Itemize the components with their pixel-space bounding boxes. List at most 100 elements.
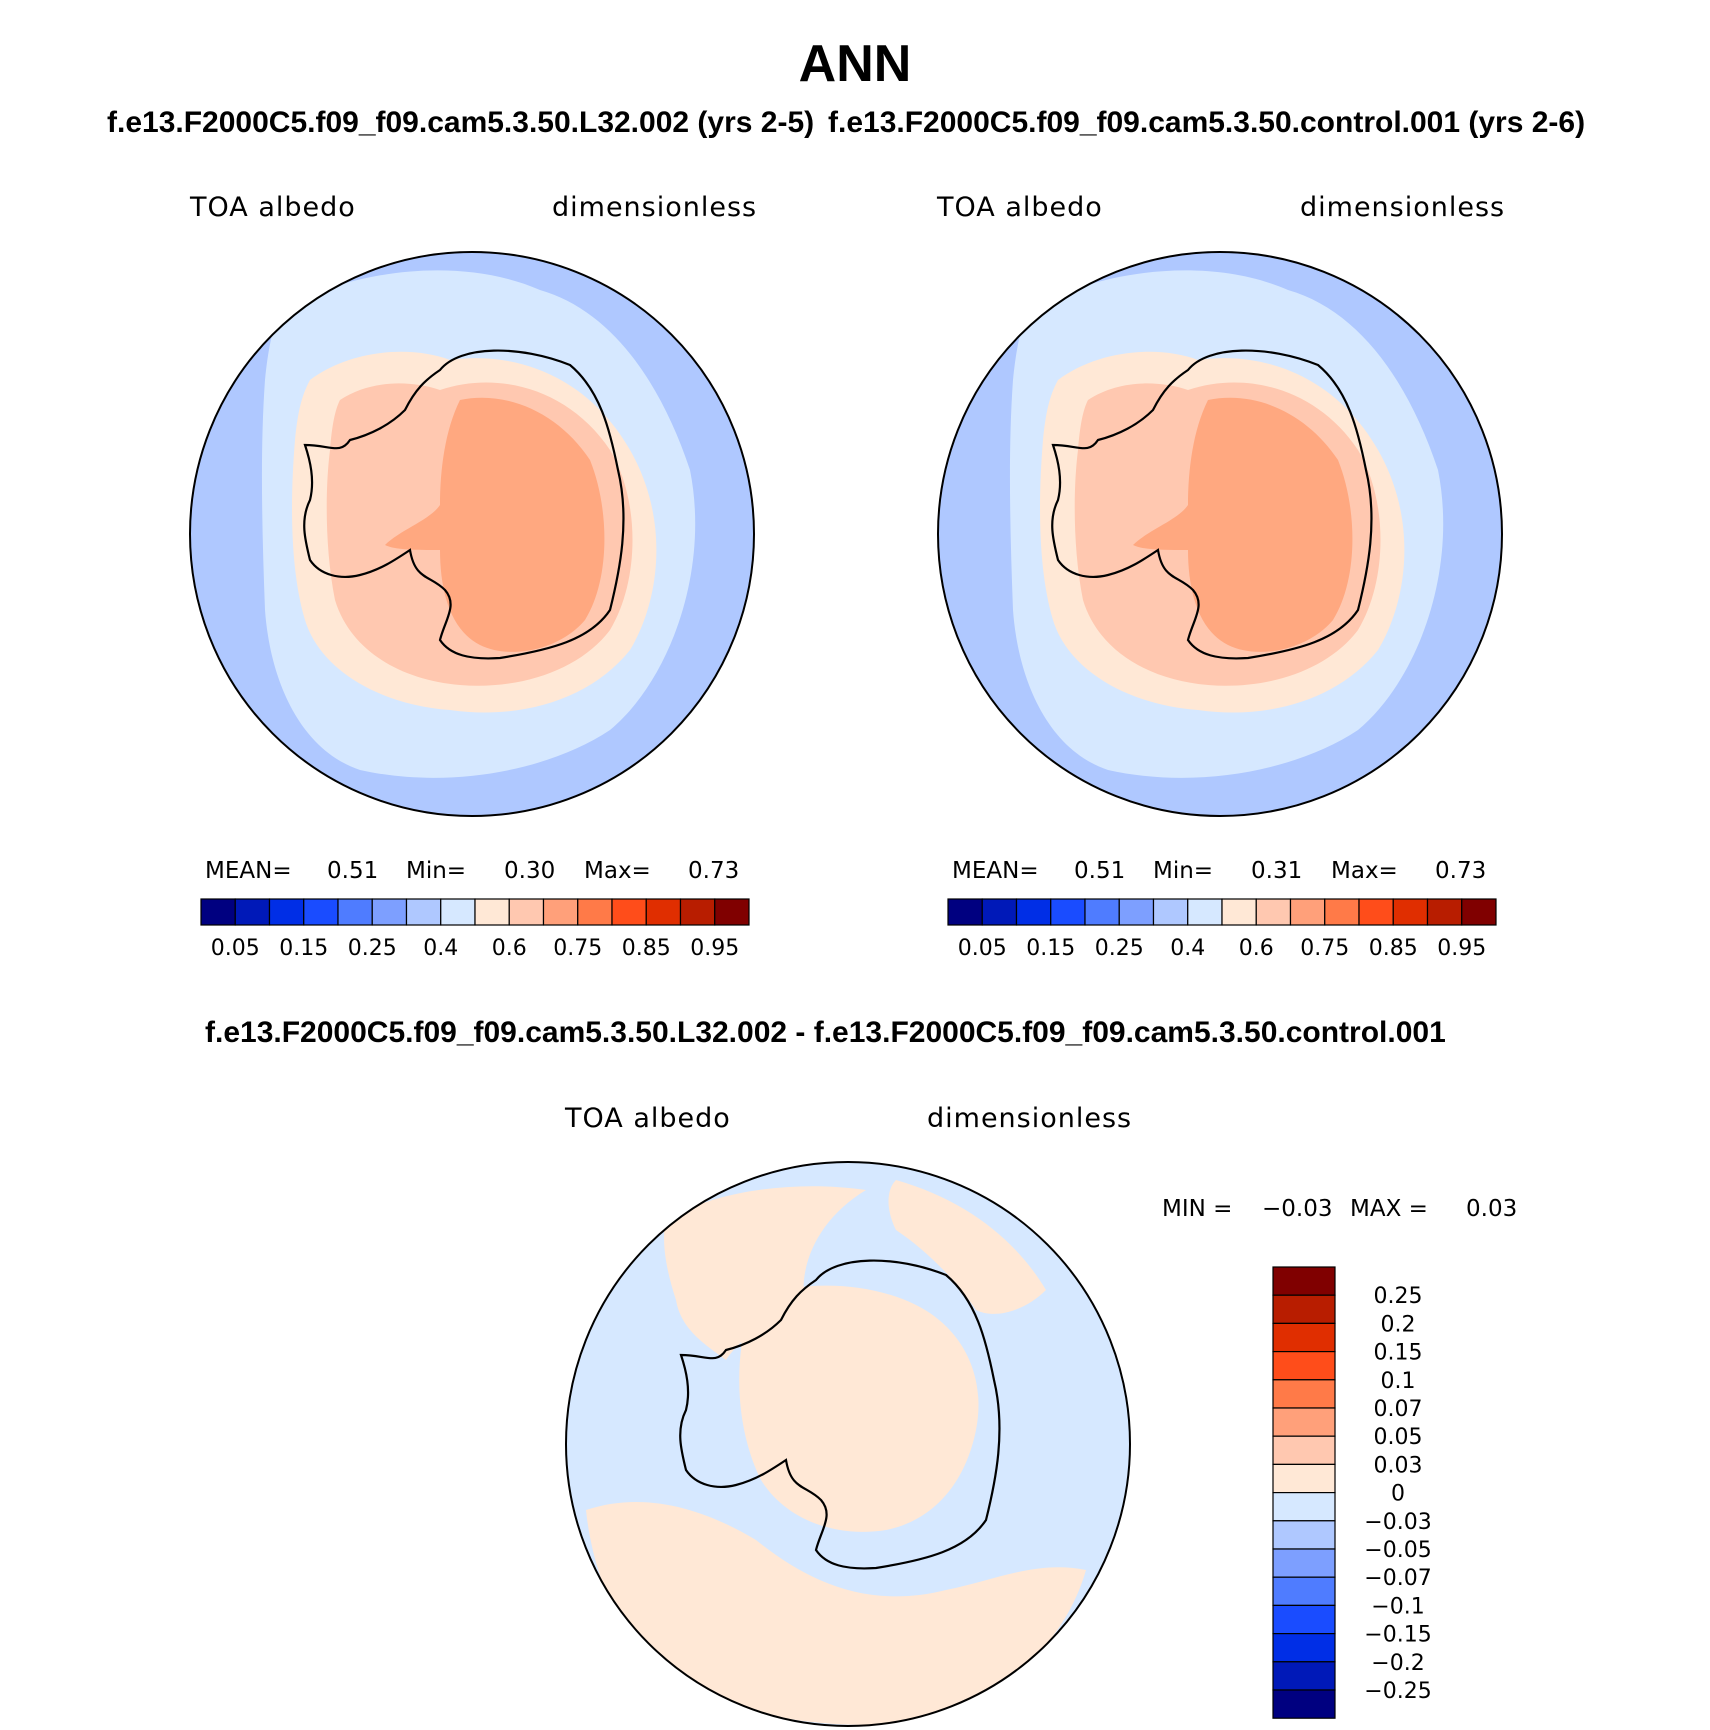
- colorbar-box: [1272, 1604, 1336, 1635]
- colorbar-tick-label: 0.75: [553, 936, 602, 961]
- panel1-min-value: 0.30: [504, 858, 556, 884]
- colorbar-tick-label: 0.25: [348, 936, 397, 961]
- map-band-orange: [1133, 397, 1353, 652]
- colorbar-tick-label: 0.4: [423, 936, 458, 961]
- colorbar-tick-label: −0.15: [1364, 1623, 1431, 1648]
- colorbar-box: [508, 898, 545, 926]
- colorbar-box: [1050, 898, 1086, 926]
- colorbar-box: [1272, 1661, 1336, 1691]
- colorbar-tick-label: 0.75: [1300, 936, 1349, 961]
- colorbar-box: [1272, 1294, 1336, 1325]
- panel3-title: f.e13.F2000C5.f09_f09.cam5.3.50.L32.002 …: [205, 1016, 1446, 1049]
- colorbar-box: [1118, 898, 1155, 926]
- panel2-max-value: 0.73: [1435, 858, 1487, 884]
- colorbar-tick-label: −0.25: [1364, 1679, 1431, 1704]
- colorbar-box: [1272, 1548, 1336, 1578]
- colorbar-box: [405, 898, 442, 926]
- colorbar-box: [1289, 898, 1326, 926]
- panel2-min-value: 0.31: [1251, 858, 1303, 884]
- panel2-mean-value: 0.51: [1074, 858, 1126, 884]
- colorbar-tick-label: 0.15: [1026, 936, 1075, 961]
- panel2-map: [937, 251, 1503, 817]
- colorbar-tick-label: 0.85: [1369, 936, 1418, 961]
- colorbar-tick-label: 0.15: [279, 936, 328, 961]
- panel1-mean-value: 0.51: [327, 858, 379, 884]
- colorbar-box: [1392, 898, 1429, 926]
- antarctica-coastline: [679, 1259, 1001, 1570]
- colorbar-box: [1272, 1350, 1336, 1381]
- panel3-min-value: −0.03: [1262, 1196, 1333, 1222]
- colorbar-box: [981, 898, 1018, 926]
- map-boundary: [937, 251, 1503, 817]
- panel1-max-label: Max=: [584, 858, 651, 884]
- colorbar-tick-label: 0.03: [1374, 1453, 1423, 1478]
- colorbar-box: [714, 898, 750, 926]
- map-band-orange: [385, 397, 605, 652]
- panel2-title: f.e13.F2000C5.f09_f09.cam5.3.50.control.…: [828, 106, 1586, 139]
- colorbar-tick-label: −0.07: [1364, 1566, 1431, 1591]
- colorbar-box: [542, 898, 579, 926]
- antarctica-coastline: [303, 349, 625, 660]
- colorbar-tick-label: −0.2: [1371, 1651, 1424, 1676]
- colorbar-box: [1461, 898, 1497, 926]
- colorbar-box: [1358, 898, 1394, 926]
- panel1-colorbar: 0.05 0.15 0.25 0.4 0.6 0.75 0.85 0.95: [200, 898, 750, 961]
- colorbar-box: [1272, 1379, 1336, 1409]
- panel3-max-label: MAX =: [1350, 1196, 1428, 1222]
- colorbar-box: [303, 898, 339, 926]
- panel2-max-label: Max=: [1331, 858, 1398, 884]
- antarctica-coastline: [1051, 349, 1373, 660]
- colorbar-box: [611, 898, 647, 926]
- colorbar-box: [645, 898, 682, 926]
- colorbar-tick-label: 0.1: [1381, 1369, 1416, 1394]
- panel2-variable-label: TOA albedo: [937, 192, 1103, 223]
- colorbar-tick-label: 0.05: [1374, 1425, 1423, 1450]
- colorbar-tick-label: 0.2: [1381, 1312, 1416, 1337]
- panel2-colorbar: 0.05 0.15 0.25 0.4 0.6 0.75 0.85 0.95: [947, 898, 1497, 961]
- colorbar-tick-label: 0.05: [211, 936, 260, 961]
- colorbar-box: [1187, 898, 1223, 926]
- panel3-map: [565, 1161, 1131, 1727]
- panel1-title: f.e13.F2000C5.f09_f09.cam5.3.50.L32.002 …: [107, 106, 815, 139]
- panel1-mean-label: MEAN=: [205, 858, 292, 884]
- panel1-units-label: dimensionless: [552, 192, 758, 223]
- colorbar-tick-label: 0: [1391, 1482, 1405, 1507]
- colorbar-box: [679, 898, 716, 926]
- panel3-colorbar: 0.25 0.2 0.15 0.1 0.07 0.05 0.03 0 −0.03 −0.05 −0.…: [1272, 1266, 1432, 1719]
- colorbar-box: [200, 898, 236, 926]
- colorbar-box: [1152, 898, 1189, 926]
- map-diff-positive-region: [888, 1180, 1046, 1314]
- colorbar-tick-label: −0.05: [1364, 1538, 1431, 1563]
- colorbar-tick-label: 0.07: [1374, 1397, 1423, 1422]
- panel3-variable-label: TOA albedo: [565, 1103, 731, 1134]
- figure-title: ANN: [798, 35, 912, 93]
- colorbar-box: [1084, 898, 1120, 926]
- colorbar-box: [268, 898, 305, 926]
- panel2-min-label: Min=: [1153, 858, 1214, 884]
- colorbar-box: [1015, 898, 1052, 926]
- colorbar-tick-label: 0.6: [492, 936, 527, 961]
- colorbar-box: [1272, 1520, 1336, 1550]
- colorbar-box: [947, 898, 983, 926]
- panel1-max-value: 0.73: [688, 858, 740, 884]
- colorbar-box: [1272, 1689, 1336, 1719]
- colorbar-box: [1272, 1492, 1336, 1522]
- colorbar-tick-label: 0.25: [1374, 1284, 1423, 1309]
- colorbar-box: [440, 898, 476, 926]
- colorbar-box: [1426, 898, 1463, 926]
- colorbar-box: [1272, 1463, 1336, 1494]
- colorbar-tick-label: −0.03: [1364, 1510, 1431, 1535]
- panel2-mean-label: MEAN=: [952, 858, 1039, 884]
- colorbar-box: [1221, 898, 1257, 926]
- colorbar-tick-label: −0.1: [1371, 1594, 1424, 1619]
- panel1-map: [189, 251, 755, 817]
- colorbar-box: [1324, 898, 1360, 926]
- panel1-min-label: Min=: [406, 858, 467, 884]
- colorbar-tick-label: 0.95: [690, 936, 739, 961]
- colorbar-box: [1272, 1266, 1336, 1296]
- colorbar-box: [577, 898, 613, 926]
- map-diff-positive-region: [664, 1186, 866, 1360]
- panel2-units-label: dimensionless: [1300, 192, 1506, 223]
- panel3-max-value: 0.03: [1466, 1196, 1518, 1222]
- colorbar-tick-label: 0.85: [622, 936, 671, 961]
